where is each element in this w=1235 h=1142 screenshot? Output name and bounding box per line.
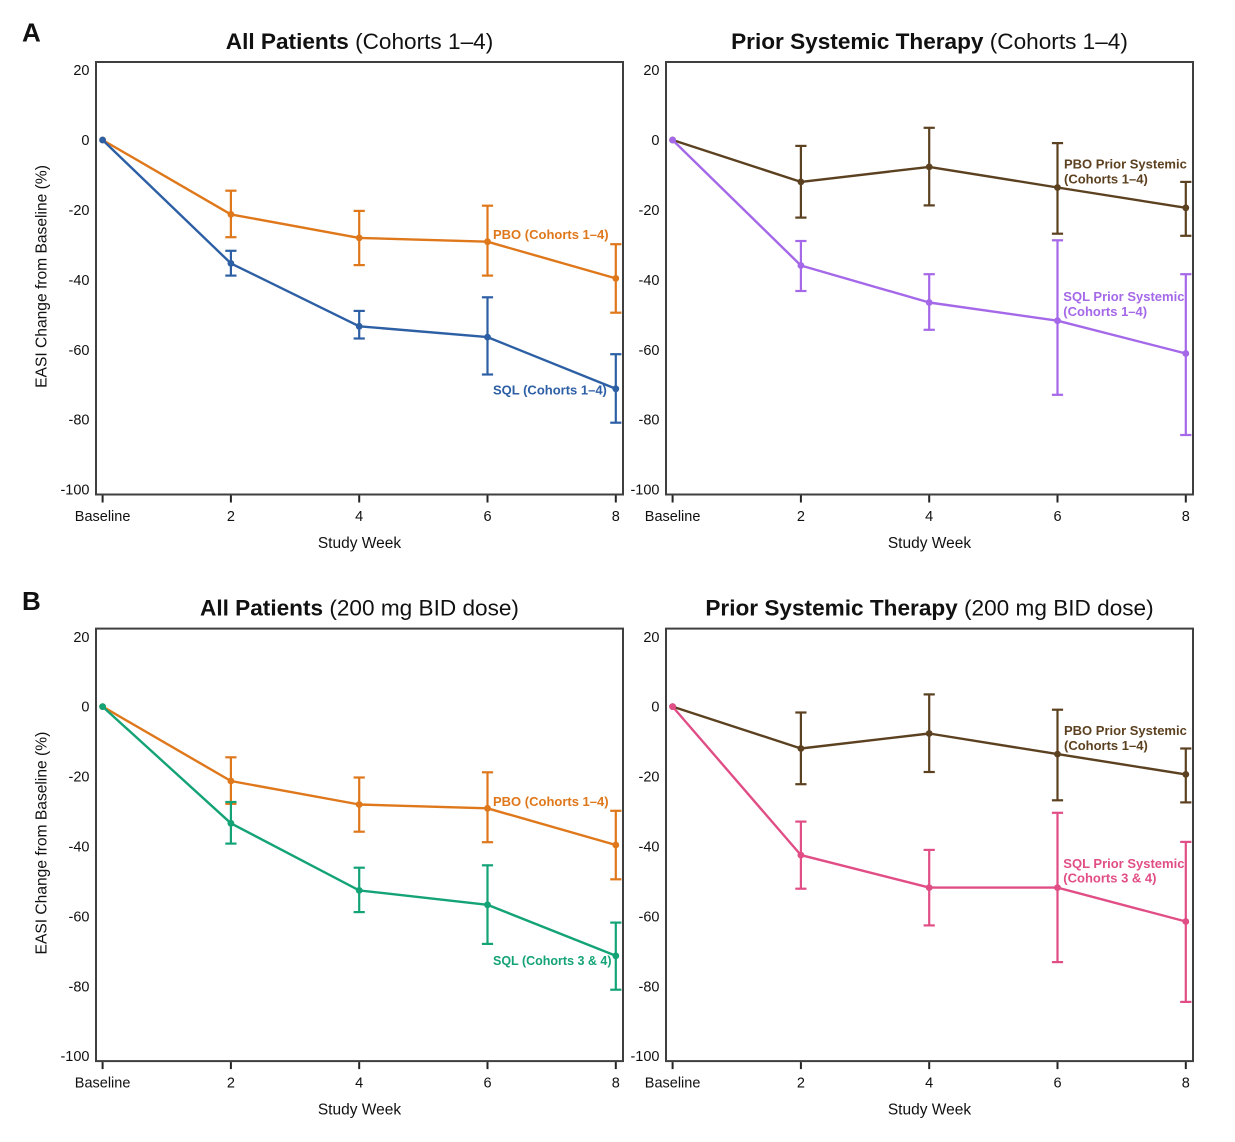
svg-text:SQL Prior Systemic: SQL Prior Systemic [1063, 289, 1184, 304]
svg-text:(Cohorts 1–4): (Cohorts 1–4) [1064, 738, 1148, 753]
svg-text:-60: -60 [639, 909, 660, 925]
svg-text:Baseline: Baseline [75, 1075, 131, 1091]
svg-text:4: 4 [355, 1075, 363, 1091]
svg-text:EASI Change from Baseline (%): EASI Change from Baseline (%) [33, 732, 50, 955]
svg-text:Study Week: Study Week [888, 1102, 972, 1119]
svg-text:6: 6 [1053, 509, 1061, 525]
svg-text:PBO (Cohorts 1–4): PBO (Cohorts 1–4) [493, 227, 609, 242]
svg-text:20: 20 [73, 630, 89, 646]
svg-text:EASI Change from Baseline (%): EASI Change from Baseline (%) [33, 165, 50, 388]
svg-text:(Cohorts 3 & 4): (Cohorts 3 & 4) [1063, 871, 1156, 886]
svg-text:(Cohorts 1–4): (Cohorts 1–4) [1064, 171, 1148, 186]
svg-text:Prior Systemic Therapy (Cohort: Prior Systemic Therapy (Cohorts 1–4) [731, 29, 1128, 54]
svg-text:-20: -20 [69, 203, 90, 219]
svg-text:-60: -60 [69, 909, 90, 925]
svg-text:8: 8 [1182, 1075, 1190, 1091]
svg-text:4: 4 [925, 509, 933, 525]
svg-text:0: 0 [651, 700, 659, 716]
svg-text:-20: -20 [639, 770, 660, 786]
svg-text:All Patients (200 mg BID dose): All Patients (200 mg BID dose) [200, 595, 519, 620]
svg-text:Prior Systemic Therapy (200 mg: Prior Systemic Therapy (200 mg BID dose) [705, 595, 1153, 620]
svg-text:-80: -80 [639, 979, 660, 995]
svg-text:-80: -80 [639, 413, 660, 429]
svg-text:B: B [22, 586, 41, 616]
svg-text:-60: -60 [69, 343, 90, 359]
svg-text:-100: -100 [60, 1049, 89, 1065]
svg-text:20: 20 [643, 63, 659, 79]
svg-text:Study Week: Study Week [318, 535, 402, 552]
svg-text:6: 6 [483, 509, 491, 525]
svg-text:-60: -60 [639, 343, 660, 359]
svg-text:PBO Prior Systemic: PBO Prior Systemic [1064, 723, 1187, 738]
svg-text:SQL (Cohorts 3 & 4): SQL (Cohorts 3 & 4) [493, 954, 612, 968]
svg-text:2: 2 [227, 509, 235, 525]
svg-text:-40: -40 [639, 840, 660, 856]
svg-text:Baseline: Baseline [75, 509, 131, 525]
svg-text:Study Week: Study Week [318, 1102, 402, 1119]
svg-text:-80: -80 [69, 979, 90, 995]
svg-text:6: 6 [483, 1075, 491, 1091]
svg-text:0: 0 [81, 700, 89, 716]
svg-text:0: 0 [81, 133, 89, 149]
svg-text:8: 8 [612, 1075, 620, 1091]
svg-text:4: 4 [925, 1075, 933, 1091]
svg-text:4: 4 [355, 509, 363, 525]
svg-text:2: 2 [227, 1075, 235, 1091]
svg-text:(Cohorts 1–4): (Cohorts 1–4) [1063, 304, 1147, 319]
svg-text:SQL (Cohorts 1–4): SQL (Cohorts 1–4) [493, 383, 607, 398]
svg-text:6: 6 [1053, 1075, 1061, 1091]
svg-text:Study Week: Study Week [888, 535, 972, 552]
svg-text:-20: -20 [639, 203, 660, 219]
svg-text:-100: -100 [630, 483, 659, 499]
svg-text:SQL Prior Systemic: SQL Prior Systemic [1063, 856, 1184, 871]
svg-text:A: A [22, 18, 41, 48]
svg-text:-100: -100 [60, 483, 89, 499]
svg-text:Baseline: Baseline [645, 1075, 701, 1091]
svg-text:-20: -20 [69, 770, 90, 786]
svg-text:20: 20 [643, 630, 659, 646]
svg-text:All Patients (Cohorts 1–4): All Patients (Cohorts 1–4) [226, 29, 493, 54]
svg-text:-100: -100 [630, 1049, 659, 1065]
svg-text:Baseline: Baseline [645, 509, 701, 525]
svg-text:-40: -40 [69, 273, 90, 289]
svg-text:20: 20 [73, 63, 89, 79]
svg-text:2: 2 [797, 509, 805, 525]
svg-text:2: 2 [797, 1075, 805, 1091]
svg-text:-40: -40 [639, 273, 660, 289]
svg-text:0: 0 [651, 133, 659, 149]
svg-text:-80: -80 [69, 413, 90, 429]
svg-text:-40: -40 [69, 840, 90, 856]
svg-text:PBO (Cohorts 1–4): PBO (Cohorts 1–4) [493, 794, 609, 809]
svg-text:8: 8 [612, 509, 620, 525]
svg-text:PBO Prior Systemic: PBO Prior Systemic [1064, 156, 1187, 171]
svg-text:8: 8 [1182, 509, 1190, 525]
